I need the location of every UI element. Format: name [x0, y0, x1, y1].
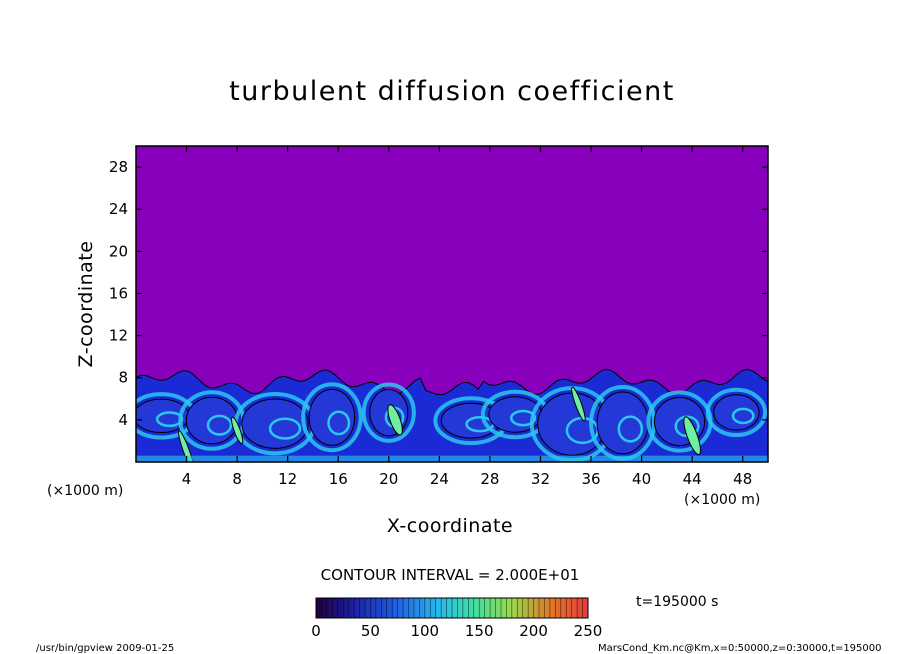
y-tick-label: 12: [109, 327, 128, 345]
x-tick-label: 28: [480, 470, 499, 488]
colorbar-tick-label: 150: [465, 622, 494, 640]
x-tick-label: 36: [581, 470, 600, 488]
y-tick-label: 4: [118, 411, 128, 429]
x-tick-label: 8: [232, 470, 242, 488]
x-tick-label: 4: [182, 470, 192, 488]
eddy-swirl: [206, 414, 233, 436]
x-tick-label: 20: [379, 470, 398, 488]
colorbar-tick-label: 100: [410, 622, 439, 640]
high-value-streak: [387, 404, 403, 436]
eddy-swirl: [731, 407, 755, 425]
eddy-swirl: [268, 417, 302, 440]
eddy-core: [241, 398, 309, 449]
time-label: t=195000 s: [636, 594, 719, 610]
colorbar-tick-label: 250: [574, 622, 603, 640]
x-axis-label: X-coordinate: [386, 515, 514, 537]
x-tick-label: 16: [329, 470, 348, 488]
colorbar-frame: [315, 597, 589, 619]
colorbar-tick-label: 200: [519, 622, 548, 640]
eddy-swirl: [327, 410, 351, 436]
eddy-swirl: [510, 409, 537, 427]
eddy-swirl: [617, 415, 644, 443]
high-value-streak: [571, 386, 586, 422]
colorbar-tick-label: 50: [361, 622, 380, 640]
eddy-ring: [705, 387, 768, 438]
plot-frame: [135, 145, 769, 463]
x-axis-unit: (×1000 m): [684, 492, 761, 508]
x-tick-label: 48: [733, 470, 752, 488]
contour-interval: CONTOUR INTERVAL = 2.000E+01: [320, 566, 580, 584]
y-tick-label: 8: [118, 369, 128, 387]
surface-band: [136, 455, 768, 462]
x-tick-label: 12: [278, 470, 297, 488]
high-value-streak: [683, 416, 701, 456]
footer-left: /usr/bin/gpview 2009-01-25: [36, 643, 175, 654]
y-tick-label: 28: [109, 158, 128, 176]
eddy-ring: [361, 382, 416, 443]
y-tick-label: 16: [109, 284, 128, 302]
colorbar-tick-label: 0: [311, 622, 321, 640]
chart-title: turbulent diffusion coefficient: [229, 76, 675, 107]
eddy-ring: [301, 382, 363, 453]
x-tick-label: 24: [430, 470, 449, 488]
y-axis-unit: (×1000 m): [47, 483, 124, 499]
footer-right: MarsCond_Km.nc@Km,x=0:50000,z=0:30000,t=…: [598, 643, 882, 654]
y-tick-label: 20: [109, 242, 128, 260]
x-tick-label: 40: [632, 470, 651, 488]
eddy-core: [308, 388, 356, 446]
x-tick-label: 44: [683, 470, 702, 488]
y-tick-label: 24: [109, 200, 128, 218]
high-value-streak: [231, 416, 244, 445]
x-tick-label: 32: [531, 470, 550, 488]
